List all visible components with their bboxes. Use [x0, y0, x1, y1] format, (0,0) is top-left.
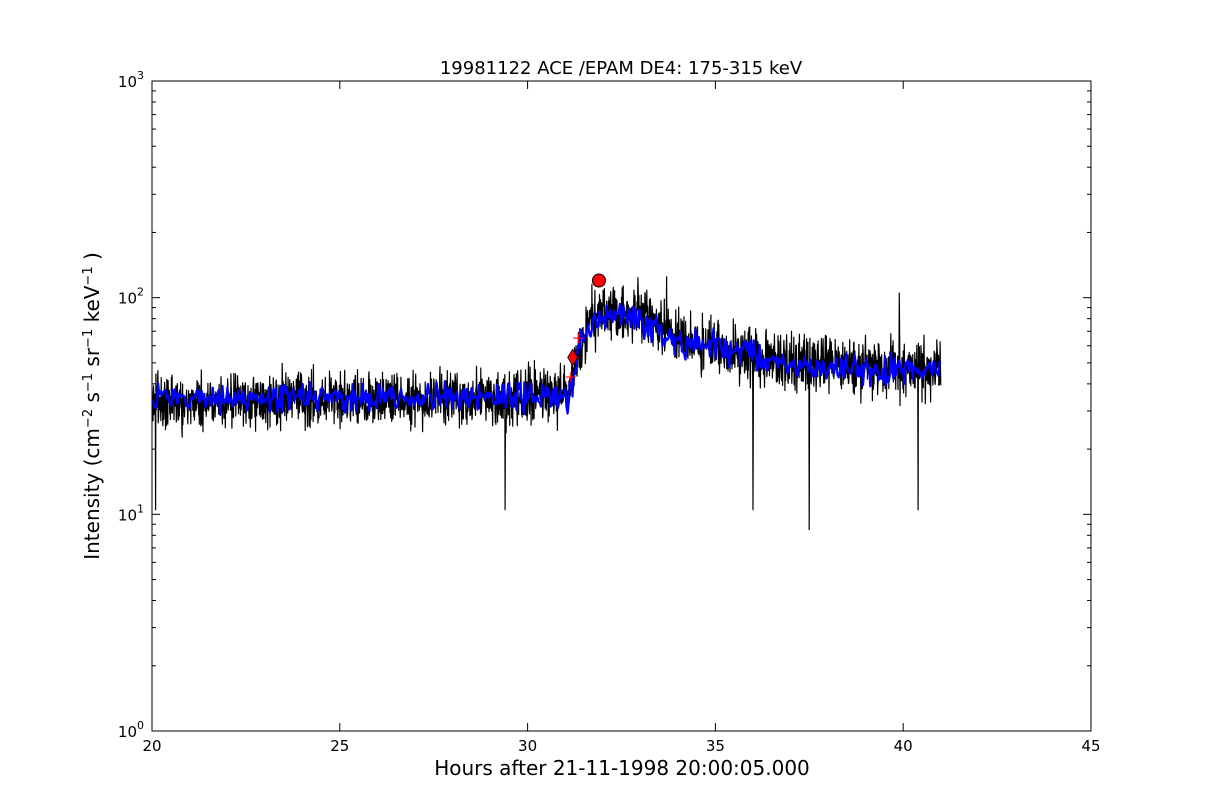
tick-layer: 20 25 30 35 40 45 100 101 102 103	[118, 69, 1101, 755]
x-tick-label: 20	[142, 737, 161, 755]
y-label-sup1: −2	[81, 409, 96, 428]
x-tick-label: 30	[518, 737, 537, 755]
y-label-mid1: s	[80, 392, 104, 409]
y-label-prefix: Intensity (cm	[80, 428, 104, 560]
plot-frame	[151, 80, 1092, 732]
x-tick-label: 35	[706, 737, 725, 755]
plot-area: 20 25 30 35 40 45 100 101 102 103	[118, 69, 1101, 755]
marker-layer	[565, 273, 606, 383]
x-tick-label: 25	[330, 737, 349, 755]
y-tick-label: 103	[118, 69, 144, 91]
chart-title: 19981122 ACE /EPAM DE4: 175-315 keV	[440, 58, 803, 79]
y-label-mid2: sr	[80, 347, 104, 373]
y-axis-label: Intensity (cm−2 s−1 sr−1 keV−1 )	[80, 252, 104, 560]
onset-circle-marker	[591, 273, 606, 288]
x-axis-label: Hours after 21-11-1998 20:00:05.000	[434, 756, 810, 780]
y-label-sup2: −1	[81, 373, 96, 392]
series-layer	[152, 276, 942, 531]
plus-marker	[573, 333, 584, 344]
diamond-marker	[567, 348, 579, 367]
y-tick-label: 102	[118, 286, 144, 308]
y-tick-label: 101	[118, 502, 144, 524]
plus-marker	[565, 372, 576, 383]
x-tick-label: 40	[894, 737, 913, 755]
y-label-sup4: −1	[81, 266, 96, 285]
smoothed-intensity-line	[152, 302, 942, 416]
y-label-sup3: −1	[81, 329, 96, 348]
y-tick-label: 100	[118, 719, 144, 741]
y-label-suffix: )	[80, 252, 104, 266]
y-label-mid3: keV	[80, 285, 104, 329]
x-tick-label: 45	[1081, 737, 1100, 755]
